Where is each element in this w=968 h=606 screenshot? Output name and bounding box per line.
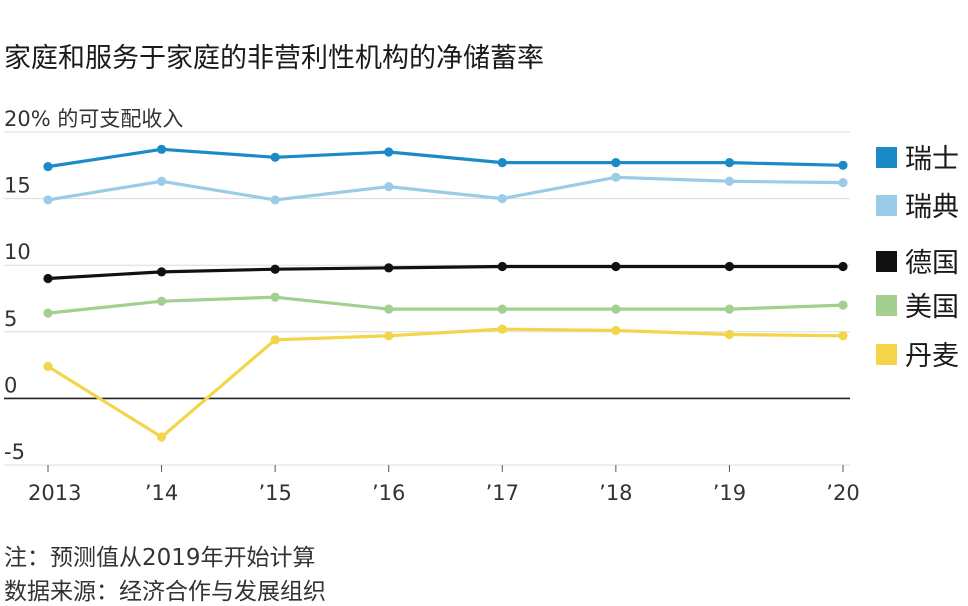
- data-point: [270, 264, 280, 274]
- chart-title: 家庭和服务于家庭的非营利性机构的净储蓄率: [4, 43, 544, 74]
- legend-label: 瑞典: [905, 192, 959, 223]
- data-point: [270, 292, 280, 302]
- data-point: [838, 178, 848, 188]
- data-point: [611, 304, 621, 314]
- data-point: [156, 267, 167, 277]
- x-tick-label: 2013: [28, 481, 81, 505]
- data-point: [724, 176, 735, 186]
- x-tick-label: ’15: [258, 481, 291, 505]
- data-point: [384, 182, 394, 192]
- y-tick-label: 0: [4, 373, 17, 397]
- y-axis-ticks: 20% 的可支配收入 15 10 5 0 -5: [4, 107, 183, 464]
- data-point: [497, 261, 507, 272]
- legend-swatch: [876, 251, 897, 272]
- y-tick-label: 5: [4, 307, 17, 331]
- y-tick-label: 15: [4, 174, 31, 198]
- y-tick-label: 20% 的可支配收入: [4, 107, 183, 131]
- data-point: [156, 176, 167, 186]
- series-line-2: [47, 175, 844, 202]
- data-point: [384, 147, 394, 157]
- x-tick-label: ’20: [826, 481, 859, 505]
- series-line-5: [47, 327, 844, 439]
- chart-source: 数据来源：经济合作与发展组织: [4, 579, 326, 605]
- data-point: [724, 158, 735, 168]
- data-point: [497, 304, 507, 314]
- data-point: [838, 160, 848, 170]
- x-tick-label: ’19: [713, 481, 746, 505]
- data-point: [43, 162, 53, 172]
- x-axis-ticks: 2013 ’14 ’15 ’16 ’17 ’18 ’19 ’20: [28, 465, 860, 505]
- data-point: [384, 331, 394, 341]
- data-point: [43, 308, 53, 318]
- chart-note: 注：预测值从2019年开始计算: [4, 545, 316, 571]
- series-line-3: [47, 264, 843, 281]
- series-line-4: [47, 295, 844, 315]
- x-tick-label: ’16: [372, 481, 405, 505]
- data-point: [270, 195, 280, 205]
- data-point: [156, 144, 167, 154]
- data-point: [611, 325, 621, 336]
- data-point: [270, 335, 280, 345]
- grid-lines: [4, 131, 850, 466]
- data-point: [156, 432, 167, 442]
- data-point: [838, 300, 848, 310]
- data-point: [724, 261, 735, 272]
- legend-label: 德国: [905, 248, 959, 279]
- legend-label: 丹麦: [905, 341, 959, 372]
- series-line-1: [47, 147, 844, 169]
- data-point: [838, 261, 848, 272]
- line-chart: 20% 的可支配收入 15 10 5 0 -5 2013 ’14 ’15 ’16 ’17 ’18 ’1…: [4, 107, 959, 505]
- legend-swatch: [876, 295, 897, 316]
- data-point: [156, 296, 167, 306]
- y-tick-label: 10: [4, 240, 31, 264]
- legend-label: 瑞士: [905, 144, 959, 175]
- data-point: [611, 158, 621, 168]
- legend-swatch: [876, 344, 897, 365]
- legend-swatch: [876, 195, 897, 216]
- data-point: [43, 361, 53, 372]
- data-point: [43, 195, 53, 205]
- data-point: [270, 152, 280, 162]
- data-point: [611, 261, 621, 272]
- y-tick-label: -5: [4, 440, 25, 464]
- data-point: [838, 331, 848, 341]
- legend-label: 美国: [905, 292, 959, 323]
- data-point: [724, 329, 735, 340]
- legend-swatch: [876, 147, 897, 168]
- data-point: [384, 263, 394, 273]
- data-point: [724, 304, 735, 314]
- x-tick-label: ’17: [486, 481, 519, 505]
- data-point: [611, 172, 621, 182]
- series-group: [43, 144, 848, 442]
- data-point: [43, 273, 53, 284]
- x-tick-label: ’14: [145, 481, 178, 505]
- data-point: [384, 304, 394, 314]
- data-point: [497, 194, 507, 204]
- data-point: [497, 324, 507, 334]
- x-tick-label: ’18: [599, 481, 632, 505]
- data-point: [497, 158, 507, 168]
